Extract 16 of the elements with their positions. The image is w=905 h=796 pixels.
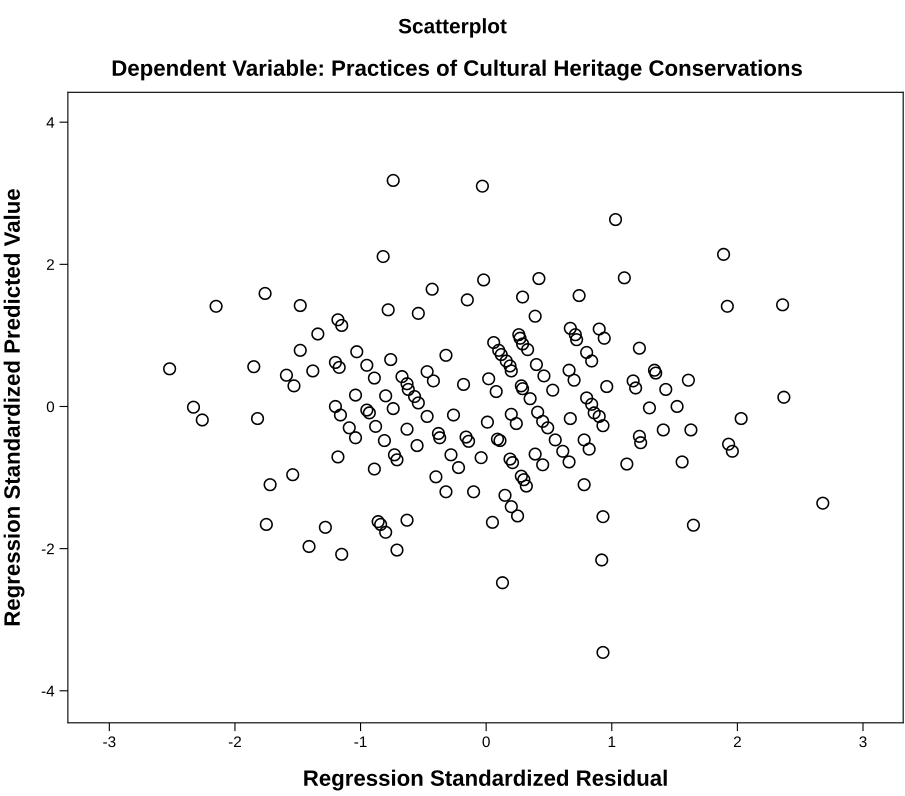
y-tick-label: 2 [46,259,54,270]
x-tick-label: -1 [354,736,367,748]
y-axis-title: Regression Standardized Predicted Value [4,189,24,626]
y-tick-label: 4 [46,117,54,128]
y-tick-label: 0 [46,401,54,412]
x-tick-label: -3 [103,736,116,748]
chart-title: Scatterplot [398,18,507,38]
x-tick-label: 2 [734,736,741,748]
y-tick-label: -2 [42,544,54,554]
chart-subtitle: Dependent Variable: Practices of Cultural Heritage Conservations [112,60,802,80]
y-tick-label: -4 [42,686,54,696]
x-tick-label: 1 [608,736,616,748]
x-axis-title: Regression Standardized Residual [304,770,667,790]
x-tick-label: 3 [859,736,867,748]
x-tick-label: -2 [228,736,241,748]
x-tick-label: 0 [482,736,490,748]
